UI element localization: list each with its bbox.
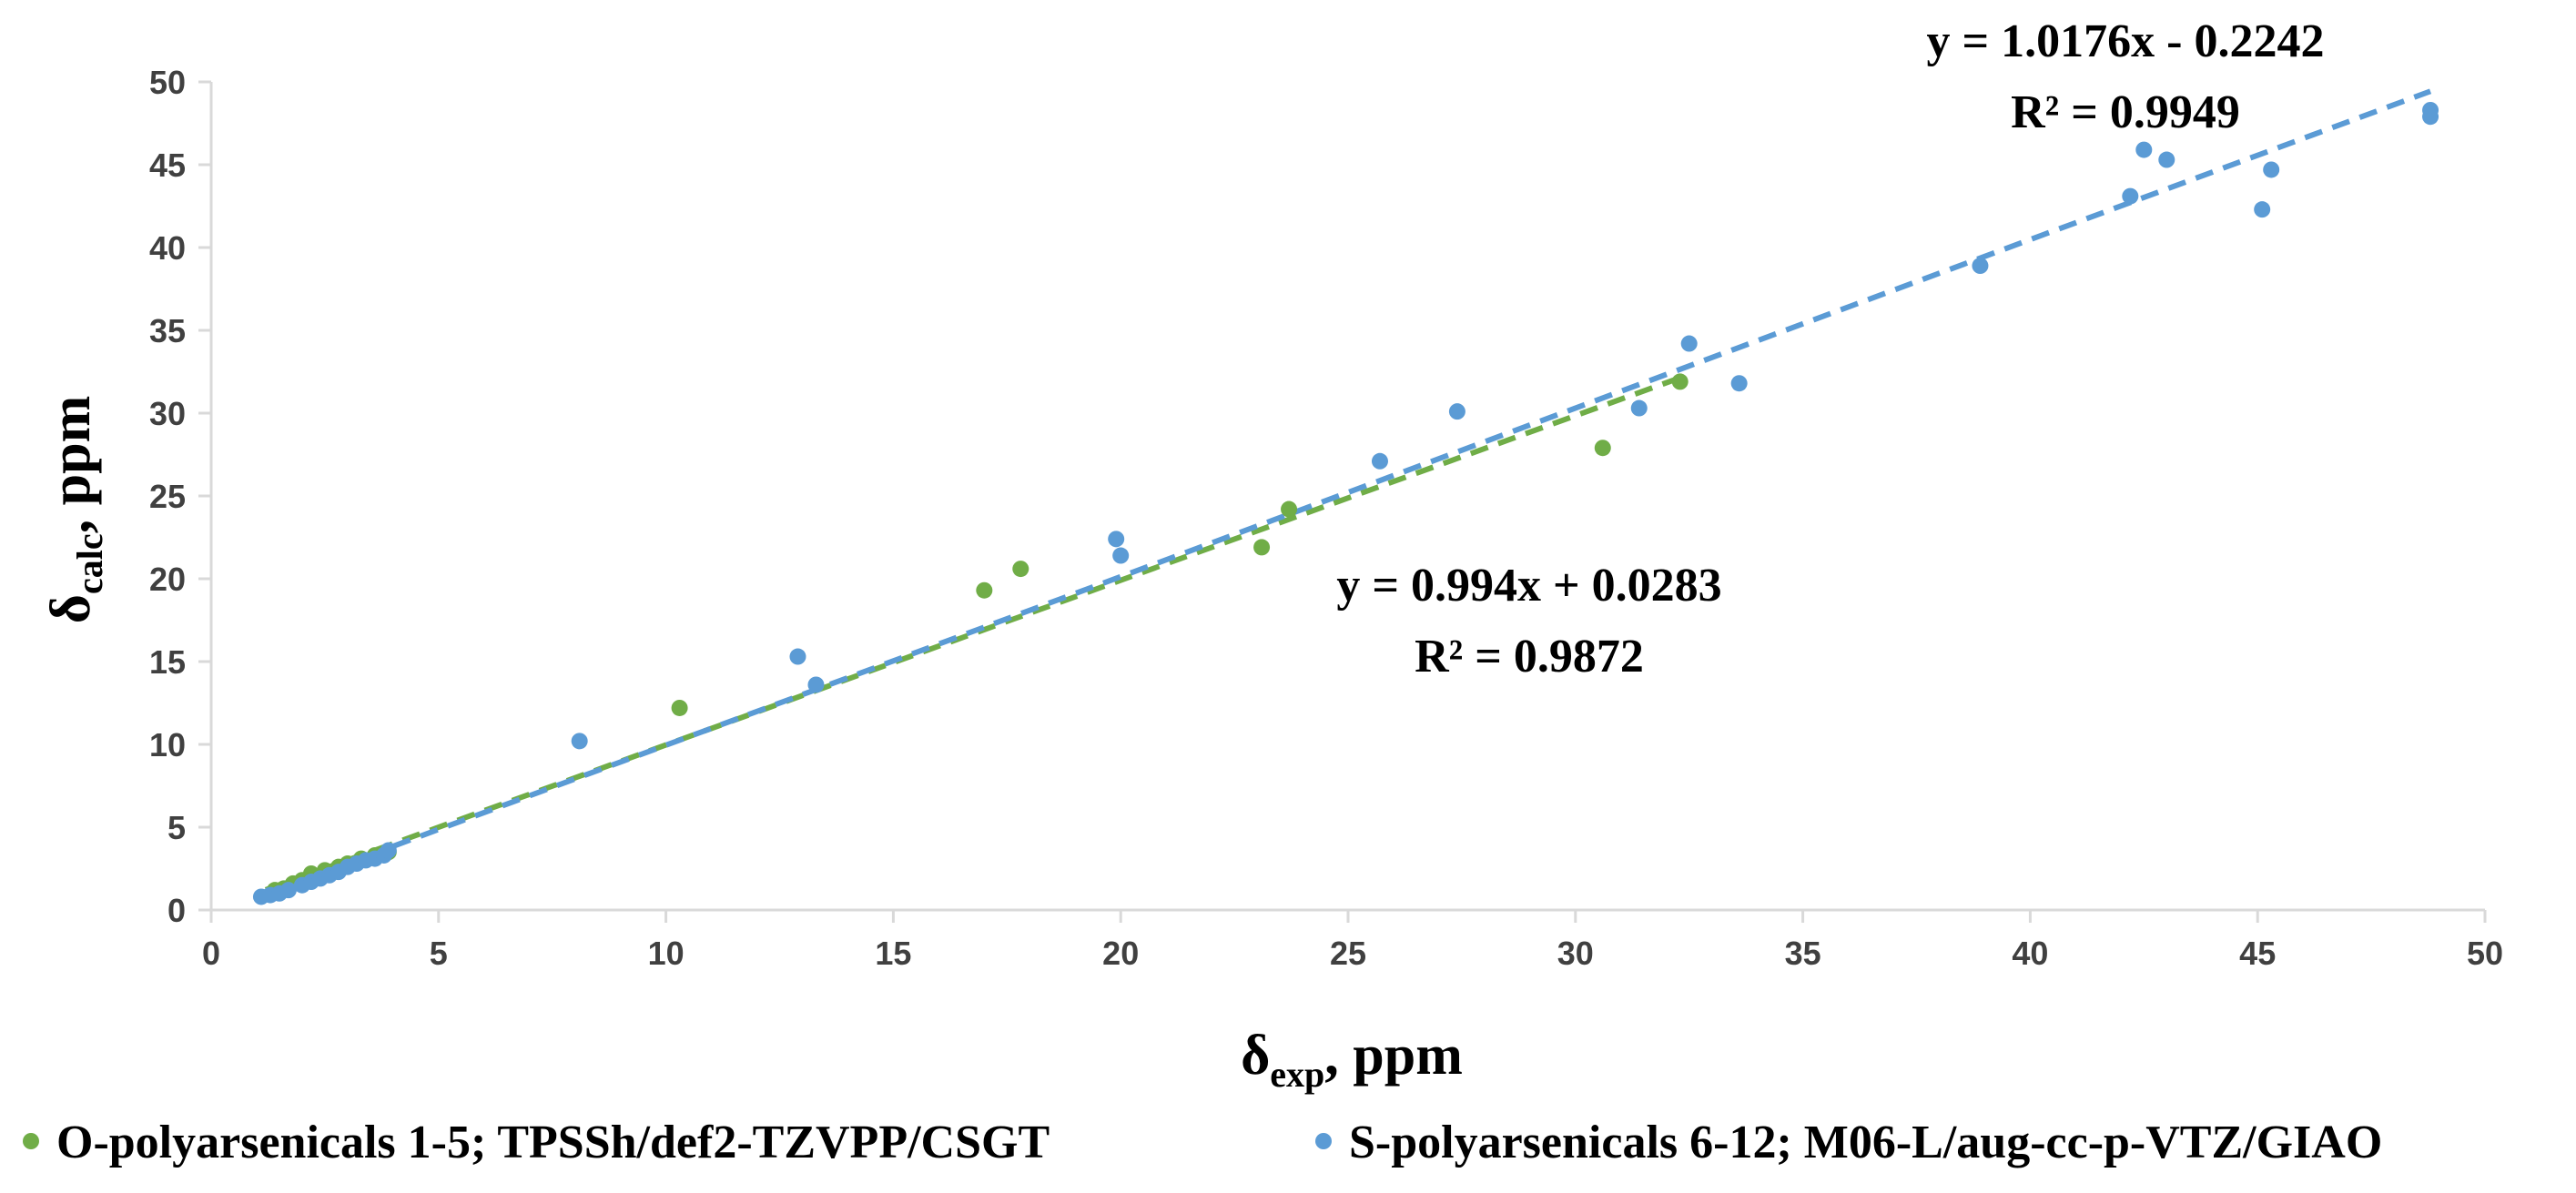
y-tick-label: 20 [149, 561, 186, 598]
x-tick-label: 25 [1330, 935, 1366, 972]
y-tick-label: 10 [149, 726, 186, 763]
points-layer [252, 101, 2439, 905]
data-point-o-series [1253, 539, 1271, 556]
data-point-s-series [1112, 547, 1130, 564]
y-axis-title: δcalc, ppm [40, 396, 110, 623]
data-point-s-series [2254, 201, 2271, 218]
data-point-s-series [571, 733, 588, 750]
data-point-s-series [1680, 335, 1698, 352]
data-point-o-series [671, 699, 688, 716]
x-tick-label: 30 [1557, 935, 1594, 972]
data-point-s-series [789, 648, 806, 665]
data-point-s-series [2422, 108, 2439, 126]
trendline-s-series [255, 88, 2432, 900]
legend: O-polyarsenicals 1-5; TPSSh/def2-TZVPP/C… [23, 1117, 2382, 1168]
data-point-s-series [2263, 161, 2280, 178]
axes-layer: 0 5 10 15 20 25 30 35 40 45 50 0 5 10 15 20 25 30 35 40 45 50 [149, 64, 2503, 972]
x-tick-label: 5 [430, 935, 448, 972]
data-point-o-series [1281, 500, 1298, 518]
r2-o-series: R² = 0.9872 [1415, 631, 1644, 682]
r2-s-series: R² = 0.9949 [2011, 86, 2240, 138]
y-tick-label: 5 [167, 809, 186, 846]
data-point-s-series [1630, 399, 1648, 417]
data-point-o-series [1671, 373, 1689, 390]
y-tick-label: 35 [149, 312, 186, 349]
trendline-layer [255, 88, 2432, 900]
y-tick-label: 0 [167, 892, 186, 929]
legend-marker-o-series [23, 1133, 39, 1149]
y-tick-label: 30 [149, 395, 186, 432]
data-point-s-series [2158, 151, 2175, 168]
data-point-s-series [1730, 375, 1748, 392]
data-point-s-series [1371, 452, 1388, 470]
data-point-s-series [1108, 531, 1125, 548]
y-tick-label: 15 [149, 643, 186, 681]
data-point-s-series [1448, 403, 1465, 420]
legend-label-o-series: O-polyarsenicals 1-5; TPSSh/def2-TZVPP/C… [56, 1117, 1050, 1168]
data-point-o-series [1594, 440, 1611, 457]
data-point-s-series [2135, 141, 2153, 158]
x-tick-label: 0 [202, 935, 220, 972]
x-tick-label: 40 [2012, 935, 2048, 972]
legend-marker-s-series [1315, 1133, 1332, 1149]
data-point-s-series [279, 882, 297, 899]
x-tick-label: 15 [875, 935, 911, 972]
data-point-s-series [380, 842, 397, 859]
x-tick-label: 45 [2239, 935, 2276, 972]
x-tick-label: 10 [648, 935, 685, 972]
trendline-o-series [264, 375, 1681, 893]
x-tick-label: 20 [1102, 935, 1139, 972]
x-axis-title: δexp, ppm [1241, 1025, 1463, 1095]
equation-s-series: y = 1.0176x - 0.2242 [1927, 15, 2325, 67]
x-tick-label: 50 [2467, 935, 2503, 972]
x-tick-label: 35 [1785, 935, 1821, 972]
y-tick-label: 50 [149, 64, 186, 101]
data-point-o-series [1012, 561, 1029, 578]
equation-o-series: y = 0.994x + 0.0283 [1336, 560, 1721, 612]
legend-label-s-series: S-polyarsenicals 6-12; M06-L/aug-cc-p-VT… [1349, 1117, 2382, 1168]
y-tick-label: 40 [149, 229, 186, 267]
data-point-o-series [976, 581, 993, 599]
y-tick-label: 25 [149, 478, 186, 515]
y-tick-label: 45 [149, 147, 186, 184]
data-point-s-series [2122, 187, 2139, 205]
data-point-s-series [1972, 258, 1989, 275]
data-point-s-series [807, 676, 825, 693]
